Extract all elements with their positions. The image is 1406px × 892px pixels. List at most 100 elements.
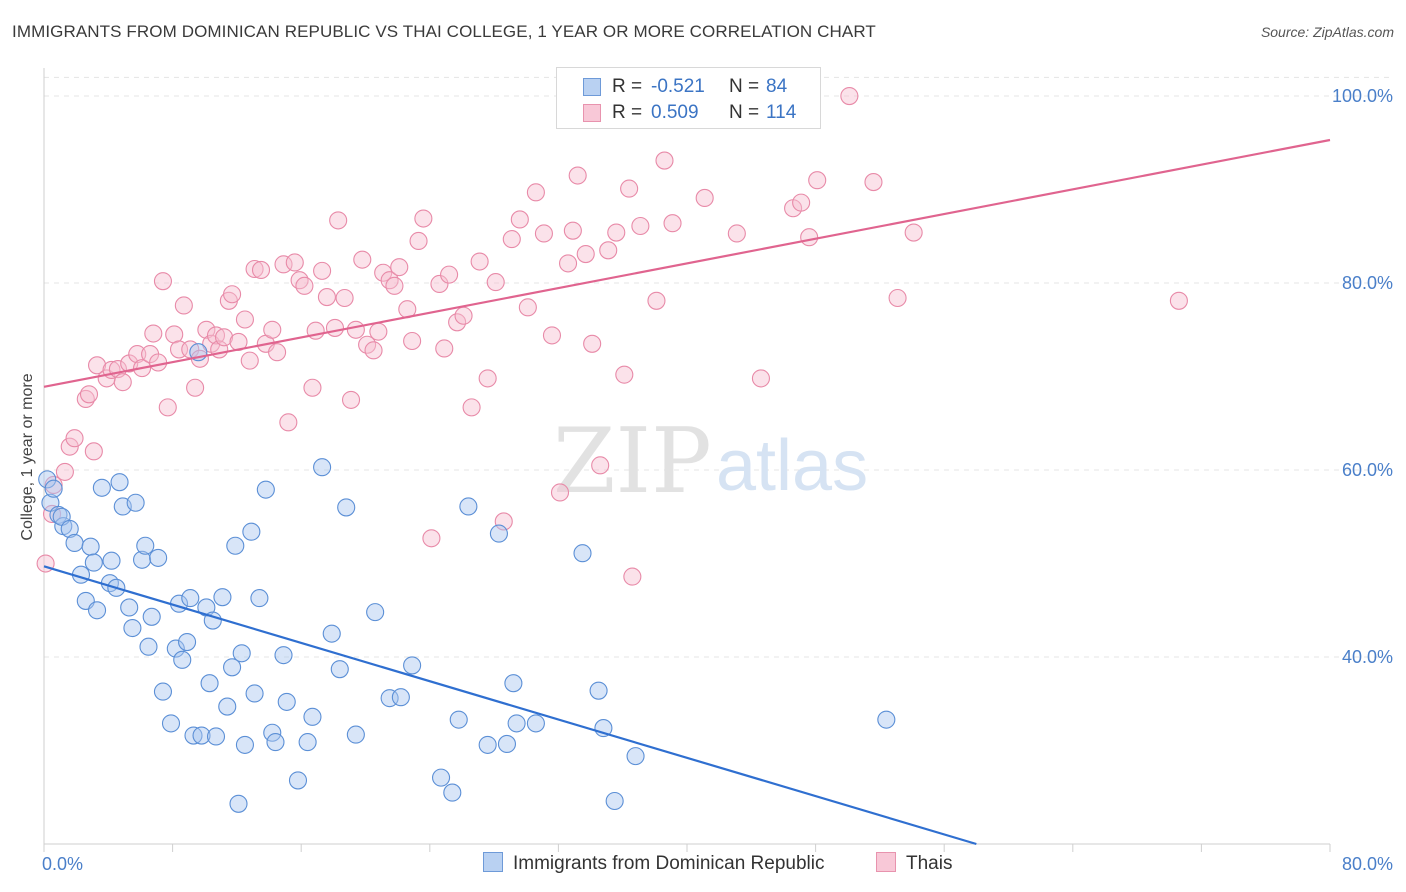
data-point xyxy=(153,272,173,291)
data-point xyxy=(102,551,121,570)
data-point xyxy=(840,86,859,106)
data-point xyxy=(153,682,173,701)
data-point xyxy=(149,548,168,567)
data-point xyxy=(223,285,242,304)
data-point xyxy=(346,725,365,744)
n-value: 114 xyxy=(766,102,797,123)
data-point xyxy=(366,603,385,622)
data-point xyxy=(864,173,883,192)
data-point xyxy=(139,637,158,656)
data-point xyxy=(443,783,462,802)
data-point xyxy=(240,351,259,370)
data-point xyxy=(60,437,79,456)
data-point xyxy=(353,250,372,269)
data-point xyxy=(285,253,304,272)
data-point xyxy=(403,656,422,675)
data-point xyxy=(432,768,451,787)
data-point xyxy=(110,473,129,492)
data-point xyxy=(568,166,587,185)
data-point xyxy=(65,429,84,448)
source-label: Source: ZipAtlas.com xyxy=(1260,24,1394,40)
data-point xyxy=(440,265,459,284)
data-point xyxy=(550,483,570,502)
data-point xyxy=(213,588,232,607)
data-point xyxy=(123,618,142,638)
data-point xyxy=(478,735,497,754)
data-point xyxy=(92,478,111,497)
data-point xyxy=(87,601,107,620)
data-point xyxy=(38,470,57,489)
data-point xyxy=(337,498,356,517)
data-point xyxy=(435,339,454,358)
data-point xyxy=(142,607,161,626)
data-point xyxy=(313,458,332,477)
data-point xyxy=(325,318,345,337)
r-value: -0.521 xyxy=(651,76,705,97)
y-tick-label: 80.0% xyxy=(1342,273,1393,293)
data-point xyxy=(81,537,100,556)
data-point xyxy=(313,261,332,280)
data-point xyxy=(235,735,254,754)
data-point xyxy=(470,252,489,271)
data-point xyxy=(251,260,271,279)
r-label: R = xyxy=(612,76,643,97)
data-point xyxy=(144,324,163,343)
data-point xyxy=(274,255,293,274)
watermark: ZIP atlas xyxy=(553,409,868,514)
data-point xyxy=(218,697,237,716)
data-point xyxy=(303,378,322,397)
data-point xyxy=(904,223,923,242)
data-point xyxy=(197,320,216,339)
watermark-zip: ZIP xyxy=(553,409,712,514)
data-point xyxy=(245,684,264,703)
data-point xyxy=(335,288,354,308)
r-label: R = xyxy=(612,102,643,123)
y-tick-label: 60.0% xyxy=(1342,460,1393,480)
data-point xyxy=(497,734,517,754)
data-point xyxy=(274,646,293,665)
data-point xyxy=(178,633,197,652)
data-point xyxy=(165,325,184,344)
chart-title: IMMIGRANTS FROM DOMINICAN REPUBLIC VS TH… xyxy=(12,22,876,41)
thais-points xyxy=(36,86,1188,586)
data-point xyxy=(390,258,409,277)
data-point xyxy=(607,223,626,242)
data-point xyxy=(448,313,467,332)
data-point xyxy=(128,345,147,364)
data-point xyxy=(126,493,145,512)
data-point xyxy=(341,390,361,409)
legend-item-dominican[interactable]: Immigrants from Dominican Republic xyxy=(483,852,825,875)
data-point xyxy=(288,771,308,790)
data-point xyxy=(558,254,578,273)
data-point xyxy=(49,505,68,524)
data-point xyxy=(385,276,404,295)
axes xyxy=(43,68,1331,852)
data-point xyxy=(322,624,341,643)
data-point xyxy=(380,271,399,290)
trend-lines xyxy=(43,138,1331,846)
data-point xyxy=(751,369,770,388)
data-point xyxy=(663,214,682,233)
data-point xyxy=(166,639,185,658)
data-point xyxy=(317,288,336,307)
data-point xyxy=(459,497,478,516)
legend-item-thais[interactable]: Thais xyxy=(876,852,952,875)
x-tick-label: 0.0% xyxy=(42,854,83,874)
data-point xyxy=(792,193,811,212)
data-point xyxy=(263,320,282,339)
data-point xyxy=(1169,291,1188,310)
data-point xyxy=(232,644,251,663)
data-point xyxy=(623,567,642,586)
data-point xyxy=(808,171,827,190)
y-tick-label: 100.0% xyxy=(1332,86,1393,106)
data-point xyxy=(576,245,595,264)
data-point xyxy=(563,221,582,240)
r-value: 0.509 xyxy=(651,102,699,123)
data-point xyxy=(403,331,422,351)
pink-swatch xyxy=(583,104,601,122)
data-point xyxy=(113,373,132,392)
data-point xyxy=(454,306,473,325)
data-point xyxy=(599,241,618,260)
data-point xyxy=(206,727,226,746)
